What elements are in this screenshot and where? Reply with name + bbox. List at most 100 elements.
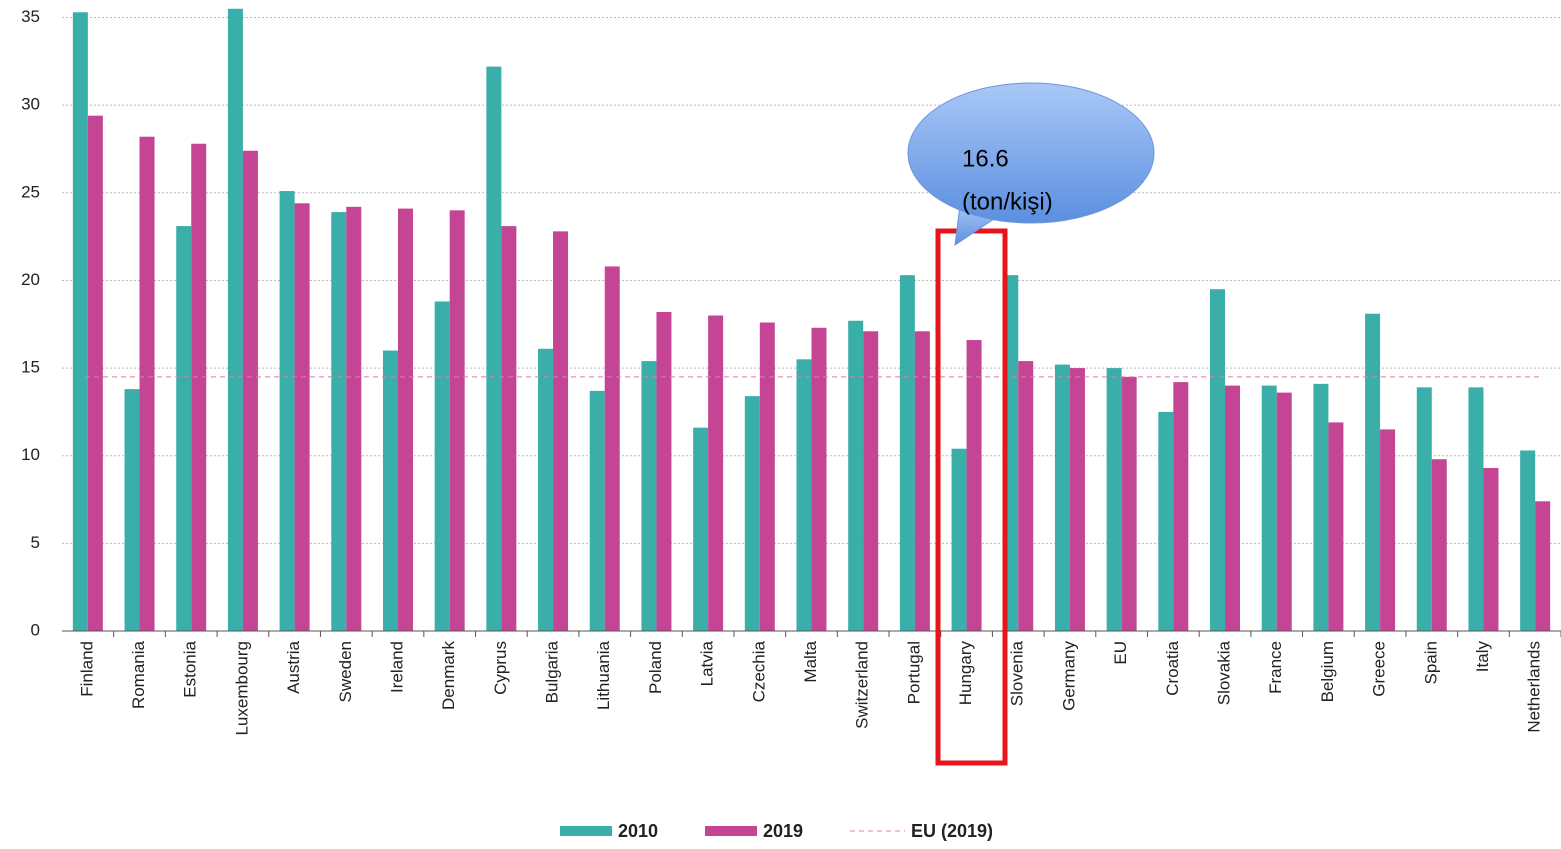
y-tick-label: 20: [21, 270, 40, 289]
bar: [1380, 429, 1396, 631]
x-tick-label: Portugal: [904, 641, 923, 704]
bar: [1210, 289, 1226, 631]
y-tick-label: 10: [21, 445, 40, 464]
y-tick-label: 30: [21, 95, 40, 114]
bar: [848, 320, 864, 631]
bar: [87, 115, 103, 631]
y-tick-label: 5: [31, 533, 40, 552]
bar: [294, 203, 310, 632]
bar: [1483, 467, 1499, 631]
x-tick-label: Finland: [77, 641, 96, 697]
x-tick-label: Poland: [646, 641, 665, 694]
bar: [796, 359, 812, 631]
y-tick-label: 25: [21, 182, 40, 201]
legend-swatch: [560, 826, 612, 836]
x-tick-label: Italy: [1473, 641, 1492, 673]
legend-swatch: [705, 826, 757, 836]
annotation: (ton/kişi): [962, 188, 1053, 215]
bar: [1365, 313, 1381, 631]
bar: [397, 208, 413, 631]
bar: [1416, 387, 1432, 631]
bar: [279, 191, 295, 631]
x-tick-label: Luxembourg: [232, 641, 251, 736]
legend-label: EU (2019): [911, 821, 993, 841]
x-tick-label: Czechia: [749, 640, 768, 702]
x-tick-label: Spain: [1421, 641, 1440, 684]
x-tick-label: Romania: [129, 640, 148, 709]
x-tick-label: Slovakia: [1215, 640, 1234, 705]
bar: [382, 350, 398, 631]
bar: [759, 322, 775, 631]
bar: [227, 8, 243, 631]
bar: [1328, 422, 1344, 631]
bar: [1173, 382, 1189, 631]
x-tick-label: Cyprus: [491, 641, 510, 695]
x-tick-label: Switzerland: [853, 641, 872, 729]
bar: [434, 301, 450, 631]
bar: [139, 136, 155, 631]
x-tick-label: Austria: [284, 640, 303, 693]
x-tick-label: Ireland: [387, 641, 406, 693]
bar: [966, 340, 982, 631]
bar: [191, 143, 207, 631]
bar: [1313, 383, 1329, 631]
legend-label: 2019: [763, 821, 803, 841]
bar: [951, 448, 967, 631]
legend-label: 2010: [618, 821, 658, 841]
bar: [1535, 501, 1551, 631]
bar: [604, 266, 620, 631]
bar: [449, 210, 465, 632]
callout: [907, 82, 1155, 224]
bar: [538, 348, 554, 631]
bar: [1261, 385, 1277, 631]
bar: [899, 275, 915, 631]
x-tick-label: Estonia: [181, 640, 200, 697]
x-tick-label: Denmark: [439, 641, 458, 710]
bar: [656, 311, 672, 631]
bar: [1054, 364, 1070, 631]
x-tick-label: Lithuania: [594, 640, 613, 710]
bar: [1018, 361, 1034, 631]
bar: [1520, 450, 1536, 631]
x-tick-label: Slovenia: [1008, 640, 1027, 706]
bar: [1225, 385, 1241, 631]
bar: [1431, 459, 1447, 631]
bar: [641, 361, 657, 631]
x-tick-label: EU: [1111, 641, 1130, 665]
bar: [331, 212, 347, 631]
x-tick-label: Sweden: [336, 641, 355, 702]
bar: [708, 315, 724, 631]
x-tick-label: Latvia: [698, 640, 717, 686]
bar: [242, 150, 258, 631]
bar: [1106, 368, 1122, 631]
y-tick-label: 15: [21, 358, 40, 377]
bar: [486, 66, 502, 632]
bar: [1276, 392, 1292, 631]
annotation: 16.6: [962, 145, 1009, 172]
bar: [863, 331, 879, 631]
bar: [744, 396, 760, 631]
x-tick-label: Belgium: [1318, 641, 1337, 702]
bar: [589, 390, 605, 631]
bar: [693, 427, 709, 631]
x-tick-label: France: [1266, 641, 1285, 694]
bar: [501, 226, 517, 631]
bar: [914, 331, 930, 631]
bar: [1069, 368, 1085, 631]
x-tick-label: Croatia: [1163, 640, 1182, 695]
x-tick-label: Greece: [1370, 641, 1389, 697]
bar: [1158, 411, 1174, 631]
y-tick-label: 0: [31, 620, 40, 639]
bar: [811, 327, 827, 631]
bar: [553, 231, 569, 631]
bar: [1121, 376, 1137, 631]
bar: [346, 206, 362, 632]
bar: [176, 226, 192, 631]
x-tick-label: Netherlands: [1525, 641, 1544, 733]
x-tick-label: Malta: [801, 640, 820, 682]
bar: [72, 12, 88, 631]
x-tick-label: Bulgaria: [543, 640, 562, 703]
y-tick-label: 35: [21, 7, 40, 26]
bar: [124, 389, 140, 631]
